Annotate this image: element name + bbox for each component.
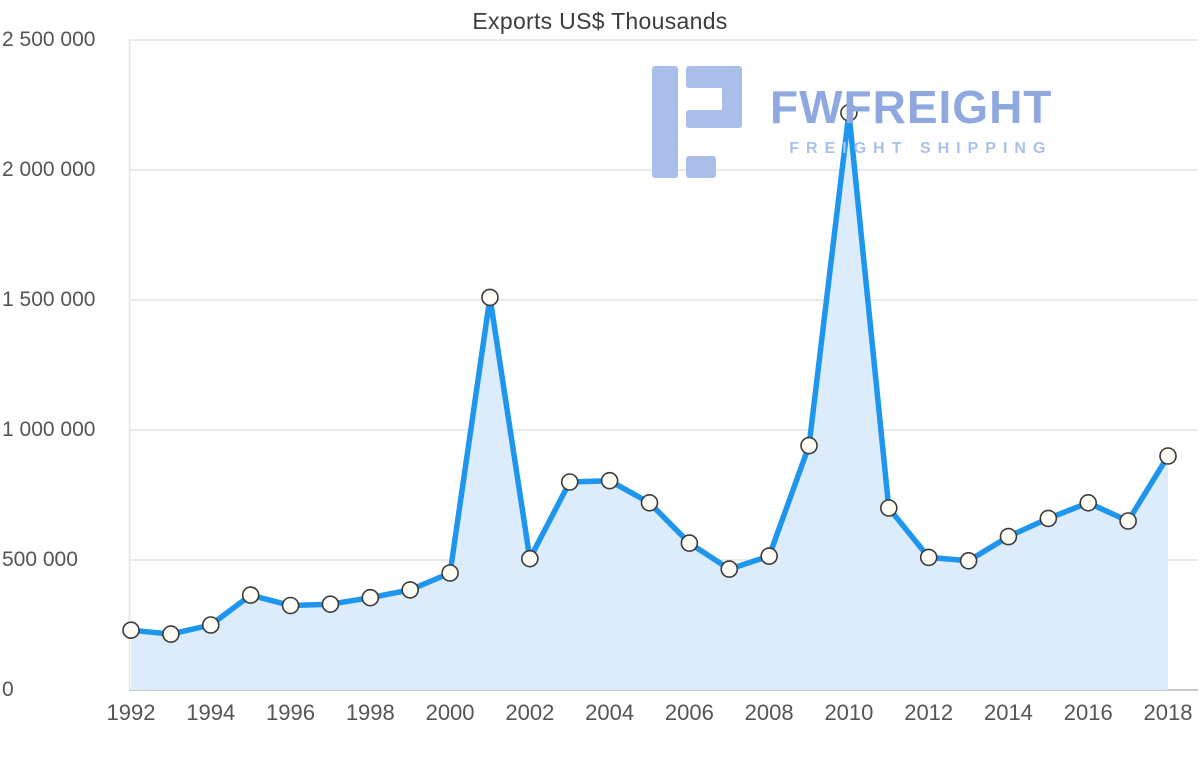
x-axis-label: 2002 xyxy=(505,700,555,725)
data-point xyxy=(720,560,739,578)
x-axis-label: 2018 xyxy=(1143,700,1193,725)
x-axis-label: 1992 xyxy=(106,700,156,725)
data-point xyxy=(1079,493,1098,512)
x-axis-label: 2010 xyxy=(824,700,874,725)
data-point xyxy=(361,588,380,607)
x-axis-label: 1994 xyxy=(186,700,236,725)
y-axis-label: 500 000 xyxy=(2,548,78,571)
data-point xyxy=(1119,512,1137,530)
data-point xyxy=(441,564,459,582)
x-axis-label: 2006 xyxy=(664,700,714,725)
data-point xyxy=(880,499,898,517)
data-point xyxy=(1159,447,1177,465)
y-axis-label: 2 500 000 xyxy=(2,28,96,51)
x-axis-label: 1996 xyxy=(266,700,315,725)
data-point xyxy=(122,621,140,640)
data-point xyxy=(999,527,1018,546)
chart-title: Exports US$ Thousands xyxy=(472,8,728,34)
data-point xyxy=(281,596,300,615)
data-point xyxy=(600,471,619,490)
x-axis-label: 1998 xyxy=(345,700,395,725)
y-axis-label: 0 xyxy=(2,678,14,701)
x-axis-label: 2014 xyxy=(983,700,1033,725)
x-axis-label: 2008 xyxy=(744,700,794,725)
y-axis-label: 2 000 000 xyxy=(2,158,96,181)
data-point xyxy=(401,581,419,599)
data-point xyxy=(919,548,938,567)
data-point xyxy=(760,547,778,565)
data-point xyxy=(1039,509,1058,528)
y-axis-label: 1 000 000 xyxy=(2,418,96,441)
data-point xyxy=(640,493,659,512)
data-point xyxy=(840,104,858,122)
data-point xyxy=(481,288,499,307)
data-point xyxy=(162,625,180,643)
data-point xyxy=(201,616,220,634)
x-axis-label: 2000 xyxy=(425,700,475,725)
data-point xyxy=(959,551,978,570)
data-point xyxy=(680,534,699,552)
x-axis-label: 2012 xyxy=(904,700,954,725)
x-axis-label: 2016 xyxy=(1063,700,1113,725)
data-point xyxy=(800,436,818,455)
data-point xyxy=(241,586,260,604)
data-point xyxy=(321,595,340,614)
data-point xyxy=(560,473,579,491)
data-point xyxy=(521,549,539,568)
x-axis-label: 2004 xyxy=(585,700,635,725)
y-axis-label: 1 500 000 xyxy=(2,288,96,311)
